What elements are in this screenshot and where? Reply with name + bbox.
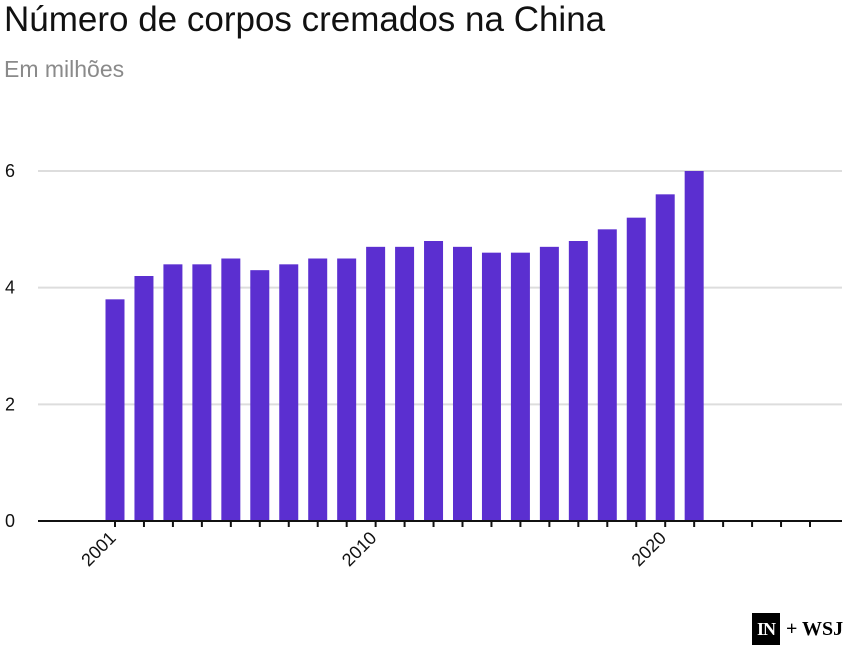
y-tick-label: 4: [5, 278, 15, 298]
bar-2017: [568, 241, 588, 521]
chart-title: Número de corpos cremados na China: [4, 0, 606, 39]
bar-2009: [337, 258, 357, 521]
bars: [105, 171, 704, 522]
logo-partner: + WSJ: [786, 617, 844, 640]
x-tick-labels: 2001 2010 2020: [77, 528, 670, 570]
bar-2018: [597, 229, 617, 522]
bar-2001: [105, 299, 125, 521]
bar-2007: [279, 264, 299, 521]
bar-2012: [424, 241, 444, 521]
bar-2013: [453, 246, 472, 522]
bar-2006: [250, 270, 270, 521]
y-tick-labels: 0 2 4 6: [5, 161, 15, 531]
bar-2014: [481, 252, 501, 521]
publisher-logo: IN + WSJ: [752, 612, 843, 646]
x-tick-label: 2010: [338, 528, 380, 570]
bar-2008: [308, 258, 328, 521]
bar-2010: [366, 246, 386, 522]
bar-2016: [539, 246, 559, 522]
x-tick-label: 2001: [77, 528, 119, 570]
bar-2019: [626, 217, 646, 521]
bar-2021: [684, 171, 704, 521]
bar-2004: [192, 264, 212, 521]
bar-2011: [395, 246, 415, 522]
bar-2020: [655, 194, 675, 522]
y-tick-label: 2: [5, 394, 15, 414]
bar-2003: [163, 264, 183, 521]
y-tick-label: 0: [5, 511, 15, 531]
x-tick-label: 2020: [628, 528, 670, 570]
chart-subtitle: Em milhões: [4, 56, 125, 82]
bar-2002: [134, 276, 154, 521]
bar-2005: [221, 258, 241, 521]
bar-2015: [510, 252, 530, 521]
y-tick-label: 6: [5, 161, 15, 181]
x-axis: [38, 520, 842, 527]
logo-mark: IN: [752, 613, 781, 645]
